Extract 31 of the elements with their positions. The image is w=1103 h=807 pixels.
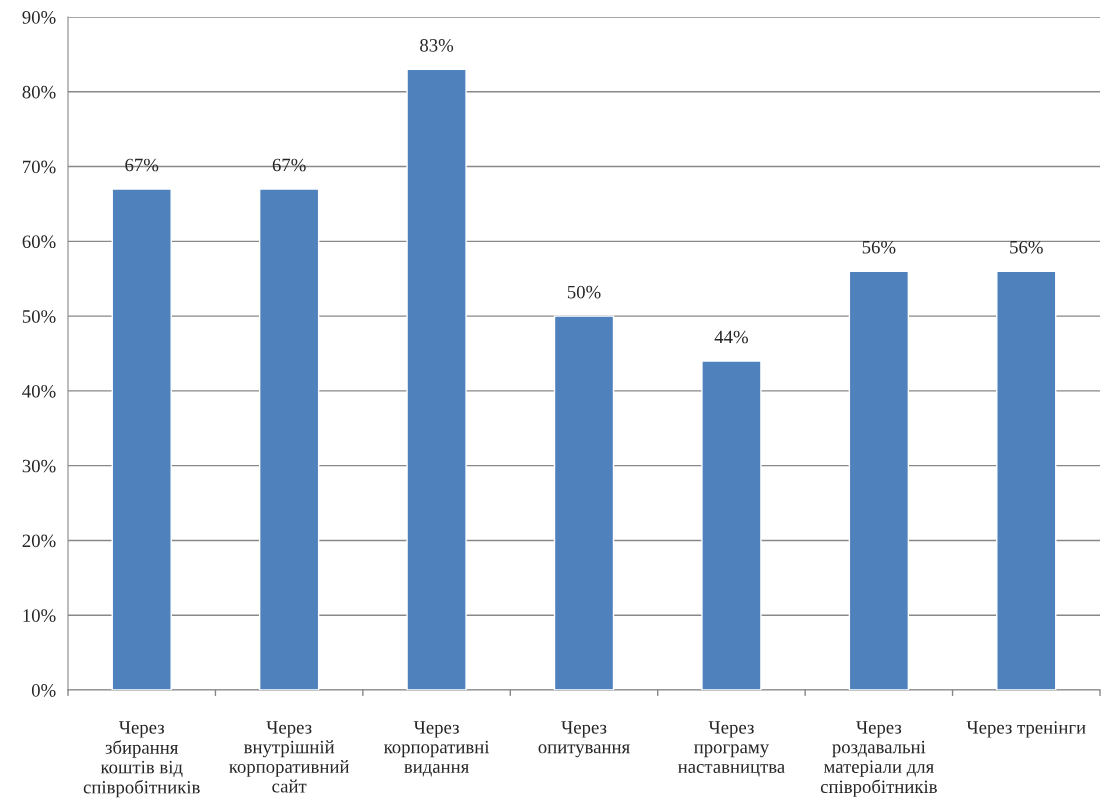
data-label: 83%: [420, 38, 454, 52]
y-tick-label: 60%: [22, 235, 56, 249]
data-label: 67%: [125, 158, 159, 172]
y-tick-label: 70%: [23, 160, 56, 174]
bar: [258, 188, 320, 690]
y-tick-label: 90%: [22, 11, 56, 24]
y-tick-label: 20%: [22, 534, 56, 548]
bar: [848, 270, 910, 690]
y-tick-label: 30%: [22, 459, 56, 473]
y-tick-label: 40%: [22, 384, 56, 398]
y-tick-label: 0%: [31, 684, 56, 697]
bar: [701, 360, 762, 690]
x-tick-label: Через тренінги: [966, 721, 1086, 738]
y-tick-label: 10%: [23, 609, 56, 622]
x-tick-label: Через внутрішній корпоративний сайт: [229, 721, 350, 793]
bar: [996, 270, 1057, 690]
x-tick-label: Через роздавальні матеріали для співробітників: [820, 721, 937, 797]
x-tick-label: Через корпоративні видання: [383, 721, 490, 777]
data-label: 56%: [862, 240, 896, 254]
y-tick-label: 80%: [22, 85, 56, 99]
bar: [406, 68, 467, 690]
data-label: 56%: [1010, 240, 1043, 254]
data-label: 44%: [714, 330, 748, 344]
bar: [111, 188, 172, 690]
x-tick-label: Через опитування: [538, 721, 630, 758]
data-label: 50%: [567, 285, 601, 299]
bar: [553, 315, 615, 690]
data-label: 67%: [272, 158, 306, 172]
y-tick-label: 50%: [22, 310, 56, 323]
x-tick-label: Через програму наставництва: [678, 721, 785, 777]
x-tick-label: Через збирання коштів від співробітників: [83, 721, 200, 798]
